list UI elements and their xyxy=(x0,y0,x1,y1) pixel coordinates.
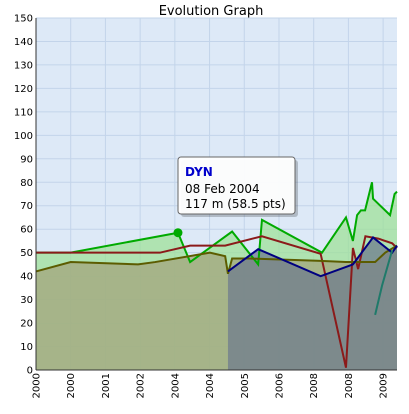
y-tick-label: 0 xyxy=(27,366,33,377)
y-tick-label: 40 xyxy=(20,272,33,283)
y-tick-label: 20 xyxy=(20,319,33,330)
y-tick-label: 60 xyxy=(20,225,33,236)
y-tick-label: 10 xyxy=(20,342,33,353)
x-tick-label: 2008 xyxy=(344,373,355,398)
x-tick-label: 2001 xyxy=(101,373,112,398)
hover-marker xyxy=(173,228,183,238)
x-tick-label: 2000 xyxy=(32,373,43,398)
y-tick-label: 90 xyxy=(20,154,33,165)
y-tick-label: 50 xyxy=(20,248,33,259)
y-tick-label: 140 xyxy=(14,37,33,48)
area xyxy=(227,237,397,370)
x-tick-label: 2006 xyxy=(274,373,285,398)
x-tick-label: 2005 xyxy=(240,373,251,398)
x-tick-label: 2009 xyxy=(379,373,390,398)
y-tick-label: 80 xyxy=(20,178,33,189)
x-tick-label: 2002 xyxy=(136,373,147,398)
x-tick-label: 2008 xyxy=(309,373,320,398)
line xyxy=(374,250,394,316)
line xyxy=(36,235,398,368)
y-tick-label: 120 xyxy=(14,84,33,95)
x-tick-label: 2000 xyxy=(66,373,77,398)
line xyxy=(35,244,398,275)
y-tick-label: 110 xyxy=(14,107,33,118)
x-tick-label: 2004 xyxy=(205,373,216,398)
y-tick-label: 100 xyxy=(14,131,33,142)
chart-title: Evolution Graph xyxy=(159,4,264,19)
tooltip-date: 08 Feb 2004 xyxy=(185,182,260,196)
y-tick-label: 150 xyxy=(14,14,33,25)
y-tick-label: 130 xyxy=(14,60,33,71)
x-tick-label: 2004 xyxy=(170,373,181,398)
tooltip-text: 117 m (58.5 pts) xyxy=(185,197,286,211)
y-tick-label: 30 xyxy=(20,295,33,306)
y-tick-label: 70 xyxy=(20,201,33,212)
tooltip-box xyxy=(177,156,296,215)
tooltip-title: DYN xyxy=(185,165,213,179)
